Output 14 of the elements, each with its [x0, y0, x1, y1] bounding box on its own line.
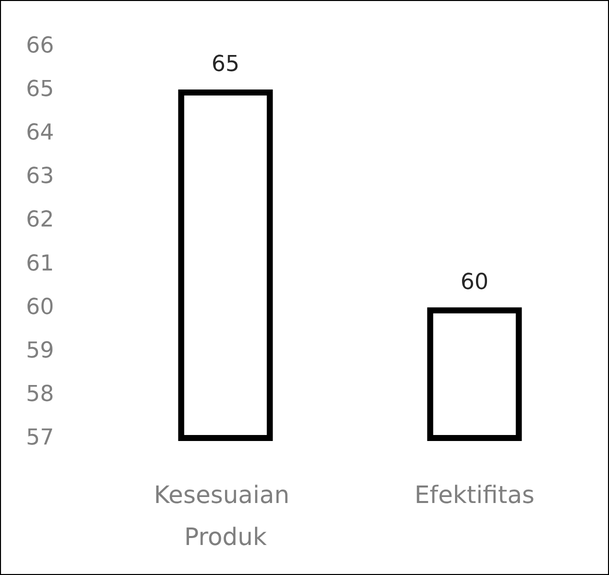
x-tick-label: Efektifitas: [414, 481, 535, 509]
y-tick-label: 62: [26, 208, 54, 233]
y-tick-label: 58: [26, 382, 54, 407]
y-tick-label: 59: [26, 338, 54, 364]
y-tick-label: 60: [26, 294, 54, 320]
y-tick-label: 61: [26, 251, 54, 276]
x-tick-label: Kesesuaian Produk: [154, 481, 298, 551]
y-tick-label: 57: [26, 426, 54, 450]
y-tick-label: 63: [26, 164, 54, 190]
y-tick-label: 65: [26, 77, 54, 102]
y-tick-label: 66: [26, 34, 54, 58]
data-label: 65: [212, 52, 240, 78]
y-tick-label: 64: [26, 120, 54, 146]
data-label: 60: [460, 270, 488, 295]
